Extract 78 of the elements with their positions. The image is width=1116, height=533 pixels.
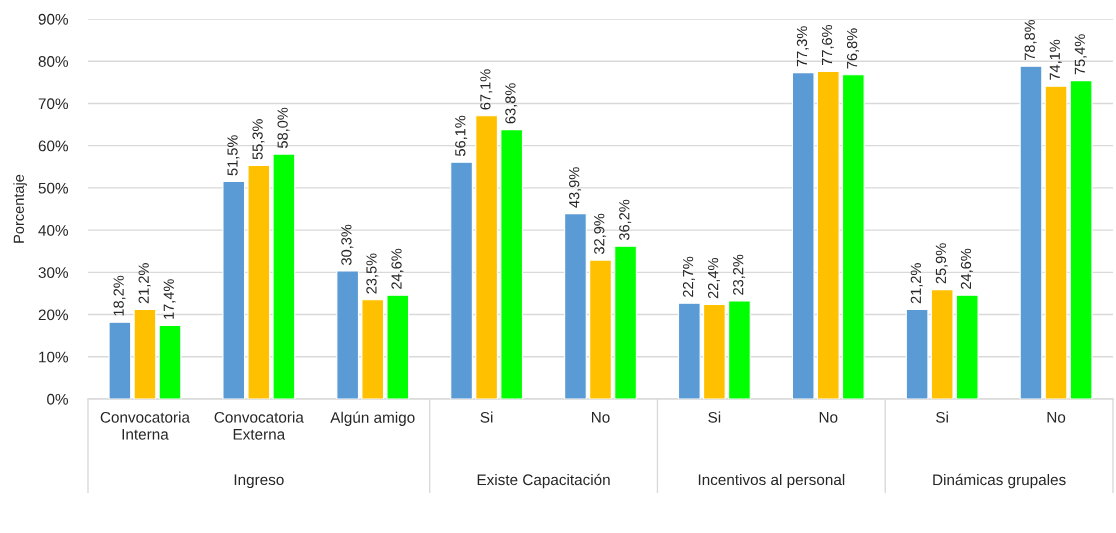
data-label: 78,8%: [1024, 19, 1037, 60]
data-label: 77,6%: [821, 24, 834, 66]
bar: [589, 259, 612, 399]
x-tick-label: Convocatoria Externa: [214, 411, 304, 440]
y-tick-label: 0%: [47, 393, 69, 405]
x-tick-label: Algún amigo: [330, 411, 415, 426]
data-label: 58,0%: [277, 107, 290, 148]
x-tick-label: Si: [708, 411, 721, 423]
data-label: 32,9%: [594, 213, 607, 254]
y-tick-label: 10%: [39, 351, 69, 363]
bar: [955, 294, 979, 399]
bar: [336, 270, 360, 399]
data-label: 36,2%: [619, 199, 632, 241]
data-label: 56,1%: [455, 115, 468, 156]
data-label: 23,5%: [366, 253, 379, 294]
bar: [1019, 65, 1043, 399]
bar: [500, 129, 524, 399]
bar: [791, 72, 815, 399]
bar: [247, 164, 271, 399]
y-tick-label: 90%: [38, 13, 69, 25]
bar: [158, 324, 182, 399]
bar: [677, 302, 701, 399]
y-tick-label: 30%: [38, 267, 69, 279]
x-tick-label: No: [819, 412, 838, 423]
y-axis-title: Porcentaje: [13, 174, 27, 243]
y-tick-label: 60%: [38, 140, 69, 152]
y-tick-label: 50%: [38, 182, 69, 194]
data-label: 24,6%: [391, 248, 404, 289]
data-label: 67,1%: [480, 69, 493, 110]
data-label: 76,8%: [846, 28, 859, 69]
bar: [475, 115, 498, 399]
bar: [386, 294, 410, 399]
data-label: 74,1%: [1049, 39, 1062, 80]
bar: [361, 299, 385, 399]
data-label: 75,4%: [1074, 34, 1087, 75]
data-label: 21,2%: [138, 263, 151, 304]
data-label: 55,3%: [252, 119, 265, 160]
data-label: 24,6%: [960, 248, 973, 289]
x-tick-label: No: [591, 412, 610, 423]
data-label: 18,2%: [113, 275, 126, 316]
data-label: 43,9%: [569, 167, 582, 208]
bar: [728, 300, 751, 399]
bar: [450, 161, 473, 399]
bar: [1069, 80, 1093, 399]
bar: [930, 289, 954, 399]
text: Dinámicas grupales: [933, 473, 1066, 489]
data-label: 77,3%: [796, 26, 809, 67]
bar: [133, 308, 157, 399]
data-label: 30,3%: [341, 224, 354, 265]
bar: [703, 303, 726, 399]
text: Existe Capacitación: [477, 473, 610, 489]
x-tick-label: No: [1047, 412, 1066, 423]
data-label: 25,9%: [935, 243, 948, 284]
data-label: 22,4%: [707, 258, 721, 299]
bar: [614, 245, 637, 399]
bar: [108, 321, 132, 399]
x-tick-label: Si: [936, 411, 948, 423]
data-label: 63,8%: [505, 83, 518, 124]
data-label: 23,2%: [733, 254, 746, 295]
data-label: 21,2%: [910, 263, 923, 304]
bar: [841, 74, 865, 399]
x-tick-label: Convocatoria Interna: [100, 411, 190, 440]
x-tick-label: Si: [480, 411, 493, 423]
y-tick-label: 40%: [38, 224, 69, 236]
y-tick-label: 80%: [38, 56, 69, 67]
text: Incentivos al personal: [698, 473, 845, 489]
bar: [272, 153, 296, 399]
text: Ingreso: [234, 474, 284, 489]
y-tick-label: 70%: [38, 98, 69, 110]
bar: [222, 181, 246, 399]
bar: [1044, 85, 1068, 399]
y-tick-label: 20%: [38, 309, 69, 321]
bar: [816, 70, 840, 399]
bar: [905, 308, 929, 399]
data-label: 22,7%: [682, 256, 695, 297]
data-label: 17,4%: [163, 279, 176, 319]
data-label: 51,5%: [227, 135, 240, 176]
bar: [564, 213, 587, 399]
